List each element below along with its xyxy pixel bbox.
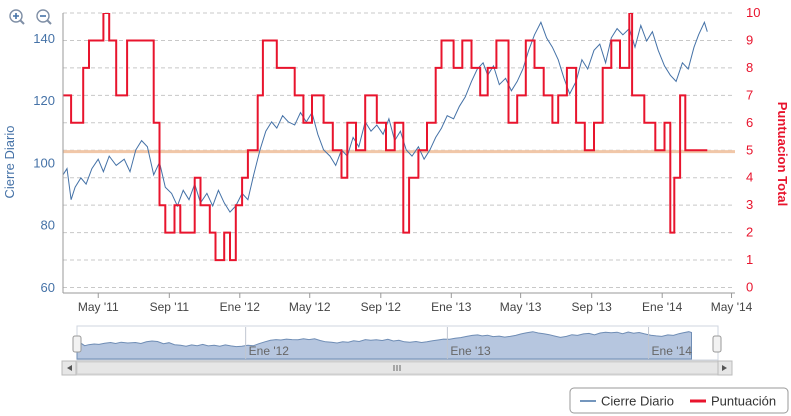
left-tick-label: 80 [41,218,55,233]
right-tick-label: 0 [746,280,753,295]
right-tick-label: 9 [746,32,753,47]
x-tick-label: May '11 [78,300,119,314]
zoom-in-button[interactable] [9,9,25,25]
x-tick-label: May '14 [711,300,753,314]
navigator[interactable]: Ene '12 Ene '13 Ene '14 [72,325,722,361]
left-tick-label: 140 [33,31,55,46]
right-tick-label: 4 [746,170,753,185]
legend-item-score[interactable]: Puntuación [690,394,776,409]
navigator-right-handle[interactable] [712,335,722,353]
navigator-area [76,331,692,360]
left-tick-label: 120 [33,93,55,108]
series-line-score [63,13,708,262]
score-series-layer [63,13,708,262]
right-tick-label: 8 [746,60,753,75]
right-tick-label: 5 [746,142,753,157]
legend: Cierre Diario Puntuación [569,387,789,414]
right-tick-label: 10 [746,5,760,20]
navigator-tick-label: Ene '12 [249,344,290,358]
legend-item-close[interactable]: Cierre Diario [580,394,674,409]
x-tick-label: Ene '13 [431,300,472,314]
x-tick-label: Ene '14 [642,300,683,314]
navigator-scrollbar[interactable] [61,360,733,376]
right-axis-title: Puntuacion Total [775,102,790,206]
arrow-right-icon [722,365,727,371]
left-tick-label: 100 [33,155,55,170]
scroll-grip-icon [393,365,401,371]
x-tick-label: May '13 [500,300,542,314]
zoom-out-button[interactable] [36,9,52,25]
navigator-left-handle[interactable] [72,335,82,353]
legend-label-close: Cierre Diario [601,394,674,409]
arrow-left-icon [67,365,72,371]
navigator-tick-label: Ene '13 [450,344,491,358]
x-tick-label: Sep '13 [572,300,613,314]
navigator-tick-label: Ene '14 [652,344,693,358]
x-tick-label: Sep '12 [361,300,402,314]
legend-label-score: Puntuación [711,394,776,409]
x-tick-label: May '12 [289,300,331,314]
right-tick-label: 3 [746,197,753,212]
left-tick-label: 60 [41,280,55,295]
axes: 0 1 2 3 4 5 6 7 8 9 10 60 80 100 120 140 May '11 Sep '11 E… [33,5,760,314]
x-tick-label: Ene '12 [220,300,261,314]
right-tick-label: 7 [746,87,753,102]
zoom-in-icon [13,13,19,19]
x-tick-label: Sep '11 [150,300,190,314]
right-tick-label: 6 [746,115,753,130]
right-tick-label: 2 [746,225,753,240]
right-tick-label: 1 [746,252,753,267]
left-axis-title: Cierre Diario [2,126,17,199]
